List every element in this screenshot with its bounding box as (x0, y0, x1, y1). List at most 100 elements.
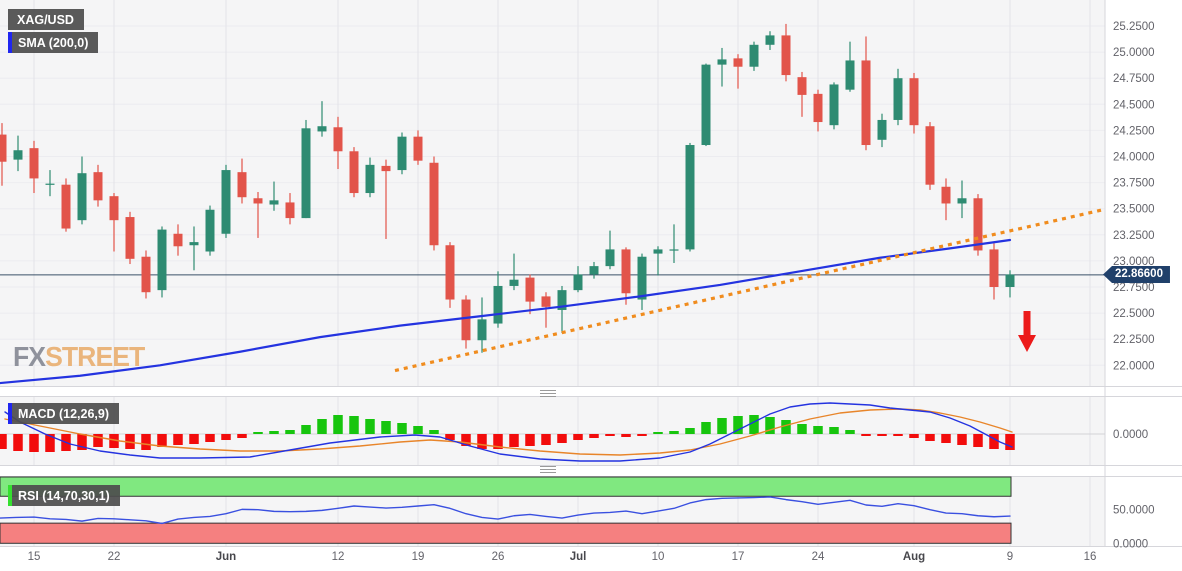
trendline-dashed (394, 208, 1104, 373)
price-axis-label: 25.2500 (1113, 21, 1155, 33)
candle-body (189, 242, 199, 246)
candle-body (589, 266, 599, 275)
rsi-legend-label: RSI (14,70,30,1) (8, 485, 120, 506)
candle-body (237, 172, 247, 198)
macd-histogram-bar (381, 421, 391, 434)
candle-body (413, 136, 423, 161)
macd-histogram-bar (557, 434, 567, 443)
candle-body (605, 249, 615, 267)
macd-histogram-bar (29, 434, 39, 452)
macd-histogram-bar (589, 434, 599, 438)
candle-body (269, 200, 279, 205)
candle-body (845, 60, 855, 90)
macd-histogram-bar (221, 434, 231, 440)
time-axis-label: 10 (652, 551, 665, 563)
candle-body (925, 126, 935, 185)
macd-histogram-bar (413, 426, 423, 434)
candle-body (813, 93, 823, 123)
candle-body (573, 274, 583, 291)
macd-histogram-bar (797, 424, 807, 434)
rsi-accent-bar (8, 485, 12, 506)
candle-body (365, 164, 375, 194)
candle-body (349, 151, 359, 194)
candle-body (1005, 274, 1015, 287)
candle-body (429, 162, 439, 246)
candle-body (301, 128, 311, 219)
macd-histogram-bar (429, 430, 439, 434)
candle-body (13, 150, 23, 160)
macd-axis-label: 0.0000 (1113, 429, 1148, 441)
macd-histogram-bar (701, 422, 711, 434)
macd-histogram-bar (317, 419, 327, 434)
macd-signal-line (4, 408, 1013, 456)
candle-body (253, 198, 263, 204)
fxstreet-watermark: FXSTREET (13, 341, 145, 373)
watermark-street-text: STREET (45, 341, 145, 372)
macd-histogram-bar (269, 431, 279, 434)
candle-body (509, 279, 519, 286)
price-axis-label: 23.7500 (1113, 178, 1155, 190)
candle-body (61, 184, 71, 229)
macd-histogram-bar (765, 417, 775, 434)
candle-body (525, 277, 535, 302)
candle-body (461, 299, 471, 341)
candle-body (893, 78, 903, 120)
macd-histogram-bar (989, 434, 999, 449)
price-axis-label: 23.0000 (1113, 256, 1155, 268)
time-axis-label: 24 (812, 551, 825, 563)
macd-histogram-bar (685, 428, 695, 434)
candle-body (957, 198, 967, 204)
macd-histogram-bar (237, 434, 247, 438)
macd-histogram-bar (125, 434, 135, 449)
candle-body (653, 249, 663, 254)
candle-body (861, 60, 871, 146)
macd-histogram-bar (365, 419, 375, 434)
macd-histogram-bar (189, 434, 199, 444)
candle-body (493, 285, 503, 324)
candle-body (77, 173, 87, 221)
price-axis-label: 23.5000 (1113, 204, 1155, 216)
macd-histogram-bar (301, 425, 311, 434)
panel-resize-handle[interactable] (540, 466, 556, 473)
macd-histogram-bar (509, 434, 519, 447)
macd-histogram-bar (477, 434, 487, 449)
macd-histogram-bar (749, 415, 759, 434)
candle-body (541, 296, 551, 307)
symbol-legend-text: XAG/USD (17, 12, 74, 27)
candle-body (733, 58, 743, 67)
macd-histogram-bar (957, 434, 967, 445)
macd-histogram-bar (445, 434, 455, 440)
candle-body (45, 183, 55, 185)
candle-body (829, 84, 839, 126)
time-axis-label: 22 (108, 551, 121, 563)
candle-body (989, 249, 999, 287)
time-axis-label: 15 (28, 551, 41, 563)
time-axis-scale[interactable] (0, 547, 1105, 571)
candle-body (877, 119, 887, 140)
macd-histogram-bar (253, 432, 263, 434)
macd-histogram-bar (893, 434, 903, 436)
candle-body (685, 145, 695, 250)
candle-body (317, 126, 327, 132)
macd-histogram-bar (285, 430, 295, 434)
macd-histogram-bar (925, 434, 935, 441)
time-axis-label: Jul (570, 551, 587, 563)
macd-accent-bar (8, 403, 12, 424)
macd-histogram-bar (717, 418, 727, 434)
panel-resize-handle[interactable] (540, 390, 556, 397)
macd-histogram-bar (109, 434, 119, 448)
candle-body (173, 233, 183, 247)
symbol-legend-label: XAG/USD (8, 9, 84, 30)
macd-histogram-bar (941, 434, 951, 443)
candle-body (717, 59, 727, 65)
macd-histogram-bar (605, 434, 615, 436)
macd-histogram-bar (1005, 434, 1015, 450)
candle-body (477, 319, 487, 341)
macd-histogram-bar (733, 416, 743, 434)
price-axis-label: 22.0000 (1113, 360, 1155, 372)
candle-body (29, 148, 39, 179)
rsi-overbought-band (0, 476, 1012, 497)
watermark-fx-text: FX (13, 341, 46, 372)
